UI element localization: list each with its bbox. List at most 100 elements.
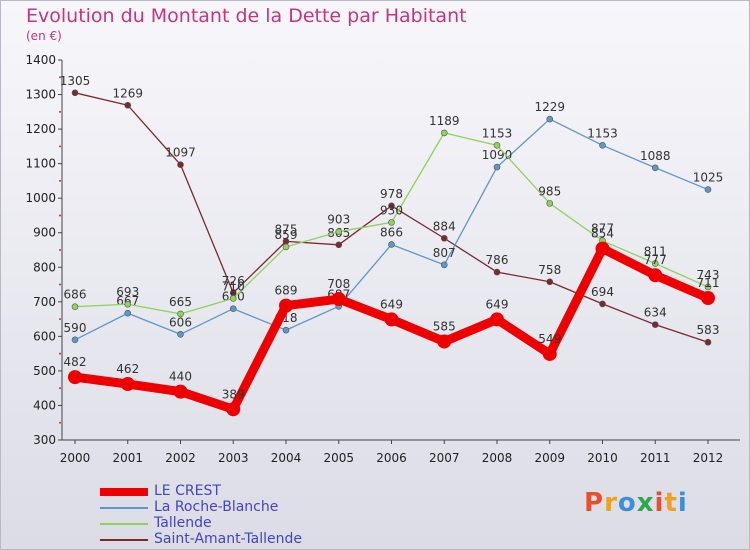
data-point bbox=[71, 89, 79, 97]
data-label: 389 bbox=[222, 387, 245, 401]
data-label: 694 bbox=[591, 285, 614, 299]
data-point bbox=[546, 278, 554, 286]
data-point bbox=[335, 228, 343, 235]
y-tick-label: 400 bbox=[33, 398, 56, 412]
data-label: 462 bbox=[116, 362, 139, 376]
data-label: 786 bbox=[486, 253, 509, 267]
data-point bbox=[388, 202, 395, 210]
data-point bbox=[71, 303, 79, 310]
data-label: 634 bbox=[644, 306, 667, 320]
y-tick-label: 1000 bbox=[25, 191, 56, 205]
data-point bbox=[177, 310, 184, 318]
data-label: 583 bbox=[697, 323, 720, 337]
data-label: 665 bbox=[169, 295, 192, 309]
data-point bbox=[546, 115, 554, 123]
data-point bbox=[124, 300, 132, 308]
data-label: 1025 bbox=[693, 171, 724, 185]
data-point bbox=[124, 309, 132, 317]
data-point bbox=[177, 161, 184, 168]
legend: LE CREST La Roche-Blanche Tallende Saint-Am… bbox=[100, 483, 340, 548]
x-tick-label: 2007 bbox=[429, 451, 460, 465]
x-tick-label: 2001 bbox=[112, 451, 143, 465]
data-point bbox=[173, 384, 188, 399]
legend-label: Tallende bbox=[154, 515, 212, 531]
data-point bbox=[440, 234, 448, 242]
legend-item: La Roche-Blanche bbox=[100, 499, 340, 516]
logo-letter: o bbox=[617, 488, 637, 518]
x-tick-label: 2002 bbox=[165, 451, 196, 465]
data-point bbox=[124, 101, 132, 109]
data-point bbox=[282, 243, 290, 251]
data-label: 649 bbox=[380, 297, 403, 311]
data-point bbox=[599, 142, 606, 149]
data-label: 686 bbox=[64, 288, 87, 302]
data-label: 711 bbox=[697, 276, 720, 290]
data-point bbox=[226, 402, 241, 417]
x-tick-label: 2006 bbox=[376, 451, 407, 465]
legend-swatch bbox=[100, 539, 148, 541]
data-point bbox=[651, 321, 659, 328]
x-tick-label: 2004 bbox=[271, 451, 302, 465]
data-label: 1090 bbox=[482, 148, 513, 162]
y-minor-tick bbox=[59, 249, 61, 251]
data-label: 649 bbox=[486, 297, 509, 311]
data-label: 1189 bbox=[429, 114, 460, 128]
data-label: 1097 bbox=[165, 146, 196, 160]
data-label: 811 bbox=[644, 244, 667, 258]
data-point bbox=[546, 200, 554, 207]
data-point bbox=[229, 295, 237, 302]
data-label: 482 bbox=[64, 355, 87, 369]
data-label: 585 bbox=[433, 320, 456, 334]
data-point bbox=[335, 241, 343, 249]
data-label: 1229 bbox=[534, 100, 565, 114]
x-tick-label: 2010 bbox=[587, 451, 618, 465]
data-label: 1153 bbox=[482, 126, 513, 140]
data-label: 1269 bbox=[112, 86, 143, 100]
x-tick-label: 2011 bbox=[640, 451, 671, 465]
y-minor-tick bbox=[59, 283, 61, 286]
data-point bbox=[648, 268, 663, 283]
data-point bbox=[542, 346, 557, 361]
data-label: 859 bbox=[275, 228, 298, 242]
data-point bbox=[493, 163, 501, 171]
logo-letter: i bbox=[677, 488, 688, 518]
x-tick-label: 2008 bbox=[482, 451, 513, 465]
data-point bbox=[279, 298, 293, 313]
data-label: 549 bbox=[538, 332, 561, 346]
y-tick-label: 600 bbox=[33, 329, 56, 343]
data-label: 777 bbox=[644, 253, 667, 267]
x-tick-label: 2009 bbox=[534, 451, 565, 465]
logo-letter: x bbox=[636, 488, 655, 518]
data-label: 854 bbox=[591, 227, 614, 241]
data-label: 590 bbox=[64, 321, 87, 335]
data-point bbox=[701, 291, 715, 306]
data-point bbox=[490, 312, 504, 327]
data-point bbox=[704, 186, 712, 193]
data-label: 440 bbox=[169, 370, 192, 384]
data-label: 710 bbox=[222, 279, 245, 293]
data-point bbox=[229, 305, 237, 313]
y-minor-tick bbox=[59, 214, 61, 217]
data-point bbox=[440, 129, 448, 137]
y-minor-tick bbox=[59, 145, 61, 148]
data-point bbox=[493, 268, 501, 276]
y-tick-label: 1300 bbox=[25, 88, 56, 102]
data-label: 866 bbox=[380, 225, 403, 239]
data-point bbox=[282, 326, 290, 334]
logo-letter: t bbox=[664, 488, 678, 518]
data-point bbox=[651, 260, 659, 267]
data-point bbox=[599, 300, 606, 308]
data-label: 930 bbox=[380, 203, 403, 217]
y-minor-tick bbox=[59, 318, 61, 321]
x-tick-label: 2005 bbox=[323, 451, 354, 465]
y-minor-tick bbox=[59, 110, 61, 113]
chart-title: Evolution du Montant de la Dette par Hab… bbox=[26, 5, 467, 27]
y-minor-tick bbox=[59, 76, 61, 79]
data-label: 1088 bbox=[640, 149, 671, 163]
logo-letter: P bbox=[584, 488, 605, 518]
data-label: 877 bbox=[591, 222, 614, 236]
data-label: 693 bbox=[116, 285, 139, 299]
legend-label: La Roche-Blanche bbox=[154, 499, 279, 515]
